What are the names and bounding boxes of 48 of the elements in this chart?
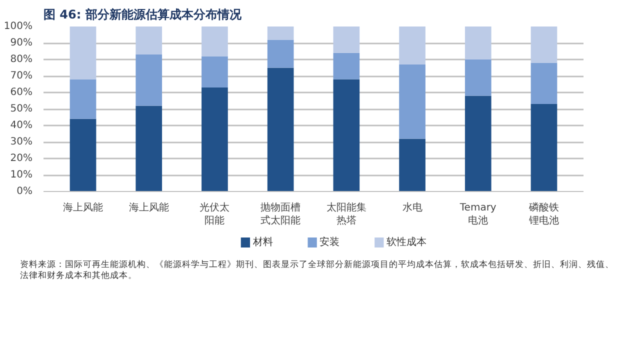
- x-tick-label: 太阳能集热塔: [326, 202, 366, 227]
- chart-title: 图 46: 部分新能源估算成本分布情况: [44, 8, 242, 22]
- y-tick-label: 40%: [10, 120, 33, 131]
- bar: [464, 96, 492, 192]
- bar: [399, 26, 426, 64]
- bar: [70, 118, 96, 192]
- text: 资料来源：国际可再生能源机构、《能源科学与工程》期刊、图表显示了全球部分新能源项目的平均成本估算，软成本包括研发、折旧、利润、残值、法律和财务成本和其他成本。: [20, 260, 615, 282]
- bar: [70, 79, 96, 119]
- x-tick-label: 海上风能: [128, 202, 169, 214]
- x-tick-label: 磷酸铁锂电池: [528, 202, 559, 227]
- y-tick-label: 30%: [10, 136, 33, 148]
- bar: [136, 106, 162, 192]
- bar: [202, 26, 228, 56]
- y-tick-label: 90%: [10, 38, 33, 48]
- bar: [267, 26, 294, 40]
- bar: [333, 52, 360, 80]
- bar: [70, 26, 96, 80]
- y-tick-label: 80%: [10, 54, 33, 65]
- bar: [530, 26, 558, 63]
- bar: [333, 79, 360, 192]
- bar: [399, 138, 426, 192]
- x-tick-label: Temary电池: [458, 202, 496, 227]
- bar: [136, 54, 162, 106]
- y-tick-label: 70%: [10, 70, 33, 82]
- bar: [464, 60, 492, 96]
- x-tick-label: 光伏太阳能: [200, 202, 230, 227]
- bar: [202, 88, 228, 192]
- bar: [136, 26, 162, 55]
- legend-label: 材料: [252, 236, 273, 248]
- bar: [267, 40, 294, 68]
- y-tick-label: 60%: [10, 87, 33, 98]
- x-tick-label: 水电: [402, 202, 422, 214]
- bar: [267, 68, 294, 192]
- y-tick-label: 10%: [10, 170, 33, 180]
- bar: [202, 56, 228, 88]
- legend-label: 软性成本: [386, 236, 426, 248]
- bar: [464, 26, 492, 60]
- x-tick-label: 抛物面槽式太阳能: [260, 202, 301, 227]
- bar: [530, 104, 558, 192]
- y-tick-label: 50%: [10, 104, 33, 114]
- y-tick-label: 100%: [4, 21, 33, 32]
- bar: [399, 64, 426, 139]
- legend-label: 安装: [320, 236, 340, 248]
- x-tick-label: 海上风能: [63, 202, 104, 214]
- y-tick-label: 0%: [16, 186, 33, 197]
- y-tick-label: 20%: [10, 153, 33, 164]
- bar: [530, 62, 558, 104]
- bar: [333, 26, 360, 53]
